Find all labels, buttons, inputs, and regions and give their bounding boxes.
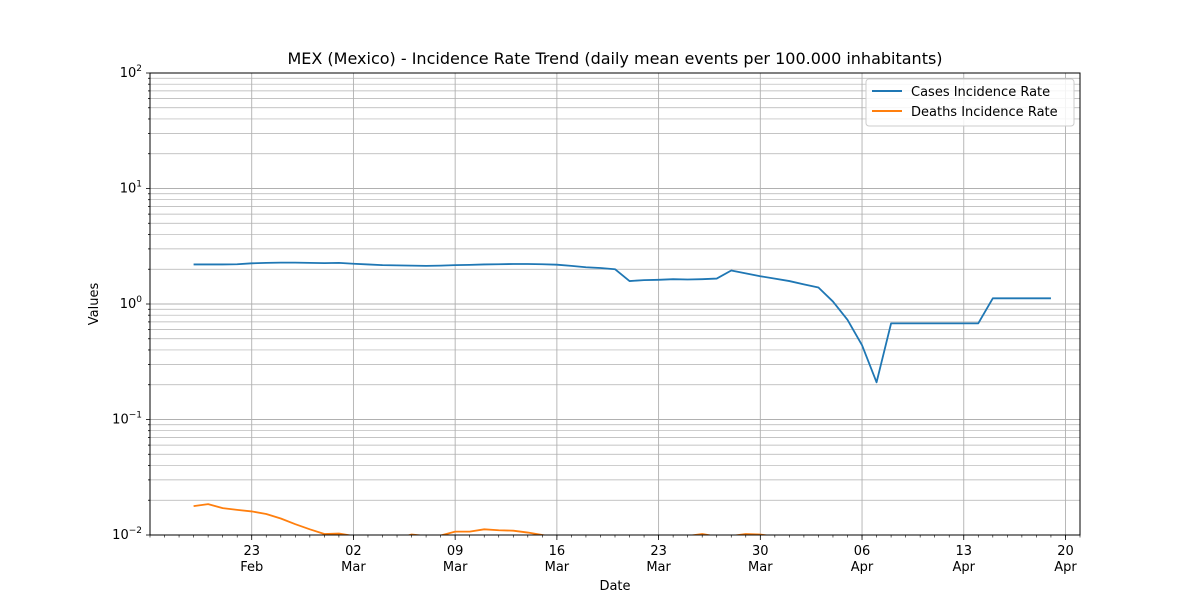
- series-layer: [193, 261, 1051, 535]
- x-tick-label-day: 13: [955, 544, 972, 559]
- legend-box: [865, 78, 1075, 127]
- x-tick-label-day: 06: [854, 544, 871, 559]
- chart-title: MEX (Mexico) - Incidence Rate Trend (dai…: [287, 49, 942, 68]
- x-tick-label-month: Mar: [443, 560, 468, 575]
- y-tick-label: 100: [120, 295, 143, 312]
- y-axis-label: Values: [87, 283, 102, 326]
- x-tick-label-month: Mar: [341, 560, 366, 575]
- x-tick-label-month: Mar: [545, 560, 570, 575]
- x-tick-label-day: 02: [345, 544, 362, 559]
- y-tick-label: 10−1: [112, 411, 142, 428]
- x-tick-label-day: 23: [243, 544, 260, 559]
- x-tick-label-month: Apr: [851, 560, 874, 575]
- y-axis: 10−2 10−1 100 101 102: [112, 64, 150, 543]
- x-tick-label-month: Apr: [953, 560, 976, 575]
- y-tick-label: 10−2: [112, 526, 142, 543]
- legend-label-deaths: Deaths Incidence Rate: [911, 105, 1058, 120]
- cases-incidence-line: [193, 261, 1051, 384]
- deaths-incidence-line: [193, 503, 771, 535]
- x-tick-label-day: 09: [447, 544, 464, 559]
- x-tick-label-month: Feb: [240, 560, 263, 575]
- x-tick-label-month: Mar: [646, 560, 671, 575]
- legend-label-cases: Cases Incidence Rate: [911, 85, 1050, 100]
- x-axis-label: Date: [599, 579, 630, 594]
- x-tick-label-month: Mar: [748, 560, 773, 575]
- x-tick-label-day: 20: [1057, 544, 1074, 559]
- legend: Cases Incidence Rate Deaths Incidence Ra…: [865, 78, 1075, 127]
- x-tick-label-day: 16: [549, 544, 566, 559]
- x-tick-label-day: 30: [752, 544, 769, 559]
- y-tick-label: 101: [120, 180, 142, 197]
- x-axis: 23Feb02Mar09Mar16Mar23Mar30Mar06Apr13Apr…: [149, 535, 1081, 575]
- y-tick-label: 102: [120, 64, 142, 81]
- x-tick-label-month: Apr: [1054, 560, 1077, 575]
- x-tick-label-day: 23: [650, 544, 667, 559]
